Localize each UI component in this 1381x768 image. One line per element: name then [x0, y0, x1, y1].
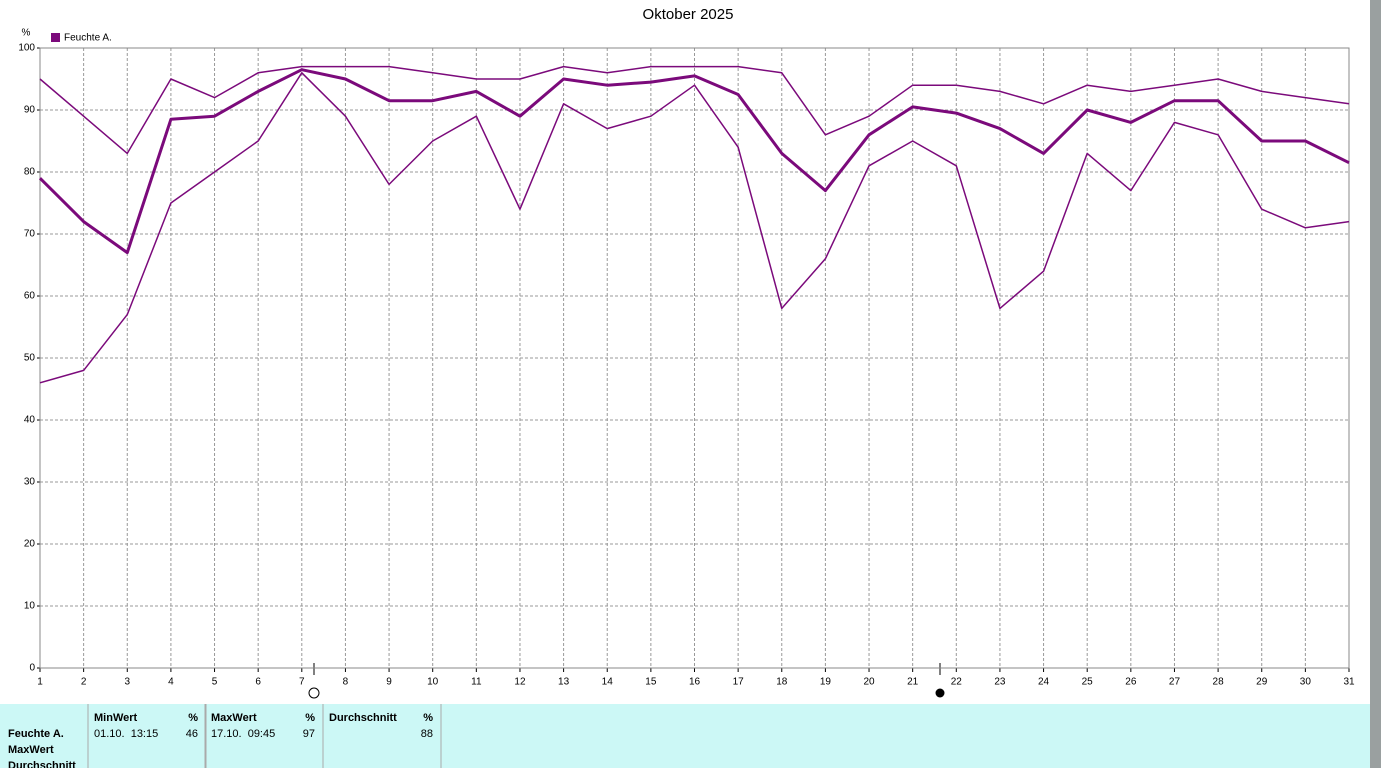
x-tick-label: 13 [558, 677, 570, 688]
x-tick-label: 1 [37, 677, 43, 688]
new-moon [935, 688, 945, 698]
col-value: 88 [421, 728, 433, 740]
x-tick-label: 27 [1169, 677, 1181, 688]
x-tick-label: 16 [689, 677, 701, 688]
x-tick-label: 12 [514, 677, 526, 688]
x-tick-label: 23 [994, 677, 1006, 688]
y-tick-label: 20 [24, 539, 36, 550]
row-label: Durchschnitt [8, 760, 76, 768]
col-header: MinWert [94, 712, 138, 724]
row-label: Feuchte A. [8, 728, 64, 740]
full-moon [308, 687, 320, 699]
y-unit: % [22, 28, 31, 39]
x-tick-label: 28 [1213, 677, 1225, 688]
x-tick-label: 31 [1343, 677, 1355, 688]
x-tick-label: 22 [951, 677, 963, 688]
x-tick-label: 2 [81, 677, 87, 688]
side-strip [1370, 0, 1381, 768]
col-value: 46 [186, 728, 198, 740]
x-tick-label: 10 [427, 677, 439, 688]
y-tick-label: 40 [24, 415, 36, 426]
x-tick-label: 29 [1256, 677, 1268, 688]
x-tick-label: 8 [343, 677, 349, 688]
x-tick-label: 20 [863, 677, 875, 688]
series-line [38, 68, 1350, 255]
x-tick-label: 3 [124, 677, 130, 688]
y-tick-label: 10 [24, 601, 36, 612]
col-time: 17.10. 09:45 [211, 728, 275, 740]
y-tick-label: 50 [24, 353, 36, 364]
col-time: 01.10. 13:15 [94, 728, 158, 740]
y-tick-label: 80 [24, 167, 36, 178]
plot-frame [39, 47, 1350, 669]
x-tick-label: 7 [299, 677, 305, 688]
y-tick-label: 100 [18, 43, 35, 54]
y-tick-label: 60 [24, 291, 36, 302]
y-tick-label: 70 [24, 229, 36, 240]
x-tick-label: 24 [1038, 677, 1050, 688]
legend-swatch [51, 33, 60, 42]
series-line [39, 65, 1350, 155]
chart-title: Oktober 2025 [643, 6, 734, 23]
legend-label: Feuchte A. [64, 33, 112, 44]
x-tick-label: 11 [471, 677, 482, 688]
x-tick-label: 6 [255, 677, 261, 688]
y-tick-label: 30 [24, 477, 36, 488]
col-unit: % [305, 712, 315, 724]
col-unit: % [423, 712, 433, 724]
x-tick-label: 4 [168, 677, 174, 688]
col-header: MaxWert [211, 712, 257, 724]
row-label: MaxWert [8, 744, 54, 756]
y-tick-label: 90 [24, 105, 36, 116]
x-tick-label: 25 [1082, 677, 1094, 688]
x-tick-label: 14 [602, 677, 614, 688]
col-value: 97 [303, 728, 315, 740]
table-bg [0, 704, 1370, 768]
series-line [39, 72, 1350, 384]
x-tick-label: 21 [907, 677, 919, 688]
x-tick-label: 19 [820, 677, 832, 688]
x-tick-label: 30 [1300, 677, 1312, 688]
x-tick-label: 15 [645, 677, 657, 688]
col-header: Durchschnitt [329, 712, 397, 724]
x-tick-label: 9 [386, 677, 392, 688]
x-tick-label: 26 [1125, 677, 1137, 688]
col-unit: % [188, 712, 198, 724]
x-tick-label: 17 [733, 677, 745, 688]
x-tick-label: 18 [776, 677, 788, 688]
x-tick-label: 5 [212, 677, 218, 688]
y-tick-label: 0 [29, 663, 35, 674]
